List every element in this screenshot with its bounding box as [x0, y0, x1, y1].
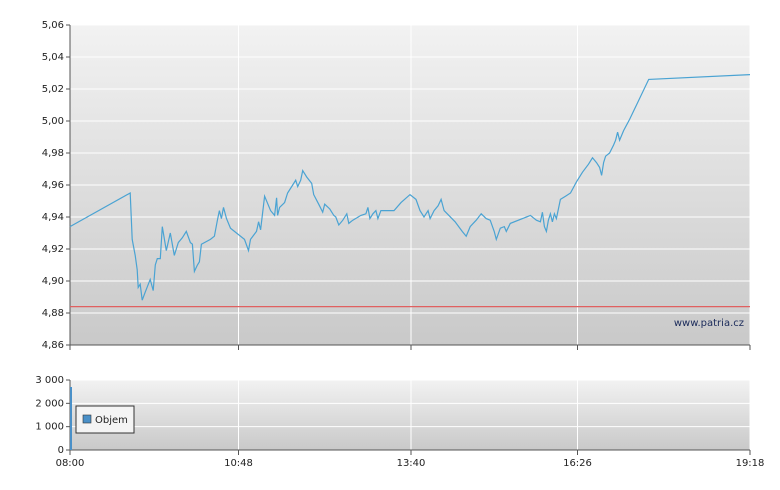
volume-bar — [70, 387, 72, 450]
y-tick-label: 1 000 — [35, 422, 64, 433]
y-tick-label: 0 — [58, 445, 64, 456]
x-tick-label: 16:26 — [563, 458, 592, 469]
legend-swatch — [82, 414, 92, 424]
y-tick-label: 5,06 — [42, 20, 64, 31]
y-tick-label: 3 000 — [35, 375, 64, 386]
x-tick-label: 13:40 — [397, 458, 426, 469]
volume-plot-area — [70, 380, 750, 450]
y-tick-label: 4,98 — [42, 148, 64, 159]
y-tick-label: 4,88 — [42, 308, 64, 319]
y-tick-label: 5,02 — [42, 84, 64, 95]
y-tick-label: 4,96 — [42, 180, 64, 191]
y-tick-label: 4,94 — [42, 212, 64, 223]
y-tick-label: 5,00 — [42, 116, 64, 127]
x-tick-label: 10:48 — [224, 458, 253, 469]
x-tick-label: 08:00 — [56, 458, 85, 469]
legend-label: Objem — [95, 415, 128, 426]
x-tick-label: 19:18 — [736, 458, 765, 469]
y-tick-label: 2 000 — [35, 398, 64, 409]
y-tick-label: 4,86 — [42, 340, 64, 351]
y-tick-label: 4,92 — [42, 244, 64, 255]
y-tick-label: 5,04 — [42, 52, 64, 63]
watermark: www.patria.cz — [674, 318, 744, 329]
y-tick-label: 4,90 — [42, 276, 64, 287]
price-line — [69, 74, 751, 301]
